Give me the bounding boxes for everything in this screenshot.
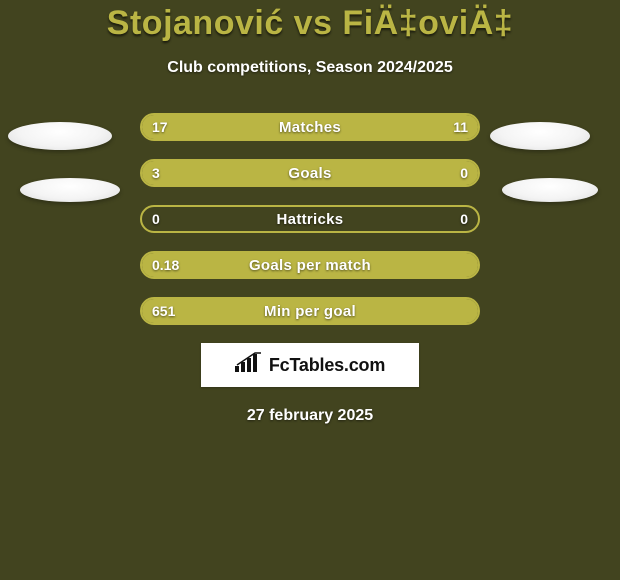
stat-value-right: 0 xyxy=(460,207,468,231)
chart-bars-icon xyxy=(235,352,263,379)
stat-row: 0.18Goals per match xyxy=(140,251,480,279)
stat-label: Matches xyxy=(142,115,478,139)
stat-value-right: 0 xyxy=(460,161,468,185)
brand-badge: FcTables.com xyxy=(201,343,419,387)
footer-date: 27 february 2025 xyxy=(0,407,620,425)
stat-label: Min per goal xyxy=(142,299,478,323)
player-photo-placeholder xyxy=(20,178,120,202)
stat-label: Goals per match xyxy=(142,253,478,277)
stat-row: 0Hattricks0 xyxy=(140,205,480,233)
comparison-infographic: Stojanović vs FiÄ‡oviÄ‡ Club competition… xyxy=(0,0,620,425)
player-photo-placeholder xyxy=(8,122,112,150)
stat-row: 651Min per goal xyxy=(140,297,480,325)
stat-row: 17Matches11 xyxy=(140,113,480,141)
brand-name: FcTables.com xyxy=(269,355,385,376)
page-title: Stojanović vs FiÄ‡oviÄ‡ xyxy=(0,4,620,43)
player-photo-placeholder xyxy=(490,122,590,150)
stat-value-right: 11 xyxy=(453,115,468,139)
stat-row: 3Goals0 xyxy=(140,159,480,187)
player-photo-placeholder xyxy=(502,178,598,202)
stat-label: Hattricks xyxy=(142,207,478,231)
page-subtitle: Club competitions, Season 2024/2025 xyxy=(0,59,620,77)
stat-label: Goals xyxy=(142,161,478,185)
